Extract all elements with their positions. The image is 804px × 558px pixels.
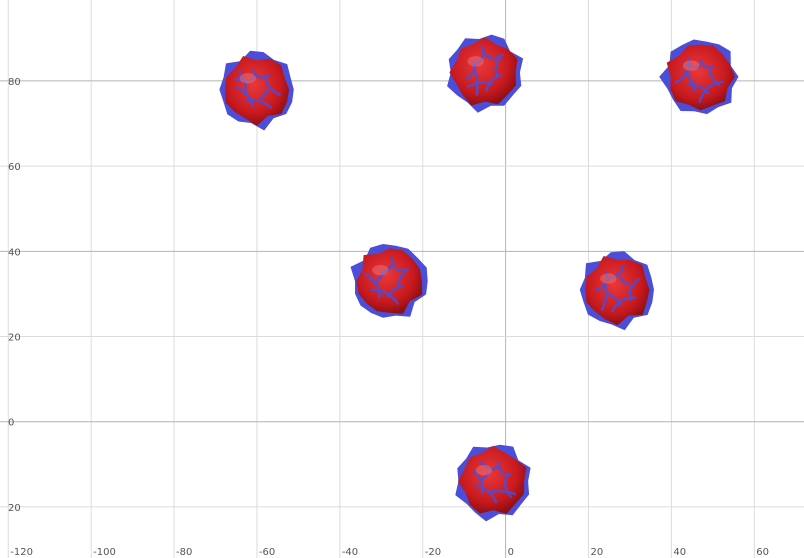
- y-tick-label: 0: [8, 418, 14, 429]
- point-highlight: [467, 56, 484, 67]
- point-facet: [698, 80, 724, 104]
- data-point: [579, 251, 654, 331]
- y-tick-label: 40: [8, 247, 21, 258]
- point-facet: [265, 76, 282, 97]
- y-tick-label: 20: [8, 503, 21, 514]
- point-highlight: [600, 273, 617, 284]
- point-facet: [370, 288, 400, 306]
- point-facet: [674, 57, 691, 85]
- x-tick-label: -120: [10, 547, 33, 558]
- point-facet: [610, 296, 637, 313]
- y-tick-label: 60: [8, 162, 21, 173]
- point-facet: [251, 69, 271, 79]
- x-tick-label: -20: [425, 547, 441, 558]
- point-facet: [687, 82, 710, 95]
- point-facet: [464, 59, 477, 81]
- point-facet: [606, 292, 623, 306]
- point-fill: [585, 256, 650, 326]
- point-facet: [699, 58, 714, 69]
- point-facet: [618, 275, 630, 286]
- point-facet: [484, 73, 503, 93]
- point-facet: [237, 70, 248, 97]
- x-tick-label: -40: [342, 547, 358, 558]
- data-points: [219, 34, 739, 522]
- point-facet: [471, 51, 486, 66]
- point-facet: [475, 484, 498, 504]
- x-tick-label: 40: [673, 547, 686, 558]
- point-facet: [259, 88, 271, 101]
- point-fill: [666, 44, 735, 111]
- x-tick-label: 20: [590, 547, 603, 558]
- point-facet: [497, 461, 512, 476]
- point-facet: [479, 471, 490, 482]
- point-facet: [595, 271, 609, 292]
- data-point: [219, 50, 294, 131]
- data-point: [659, 39, 739, 115]
- point-facet: [682, 62, 703, 69]
- point-facet: [390, 257, 410, 272]
- point-facet: [472, 469, 484, 495]
- data-point: [455, 444, 531, 522]
- point-highlight: [239, 73, 256, 84]
- point-facet: [708, 68, 721, 87]
- x-tick-label: -60: [259, 547, 275, 558]
- y-tick-label: 20: [8, 333, 21, 344]
- x-tick-label: 60: [756, 547, 769, 558]
- tick-labels: -120 -100 -80 -60 -40 -20 0 20 40 60 80 …: [8, 77, 769, 558]
- point-facet: [379, 263, 394, 274]
- x-tick-label: 0: [508, 547, 514, 558]
- point-facet: [245, 98, 273, 109]
- data-point: [350, 244, 428, 318]
- point-highlight: [475, 465, 493, 476]
- y-tick-label: 80: [8, 77, 21, 88]
- x-tick-label: -80: [176, 547, 192, 558]
- point-facet: [480, 45, 505, 60]
- point-facet: [503, 474, 513, 499]
- point-facet: [466, 81, 494, 89]
- point-facet: [234, 74, 257, 82]
- x-tick-label: -100: [93, 547, 116, 558]
- point-fill: [356, 248, 423, 314]
- point-facet: [363, 272, 381, 299]
- point-fill: [449, 37, 518, 106]
- point-facet: [479, 461, 500, 471]
- point-highlight: [683, 60, 700, 71]
- point-highlight: [372, 264, 389, 276]
- point-facet: [682, 69, 696, 92]
- point-facet: [235, 85, 254, 109]
- data-point: [447, 34, 524, 113]
